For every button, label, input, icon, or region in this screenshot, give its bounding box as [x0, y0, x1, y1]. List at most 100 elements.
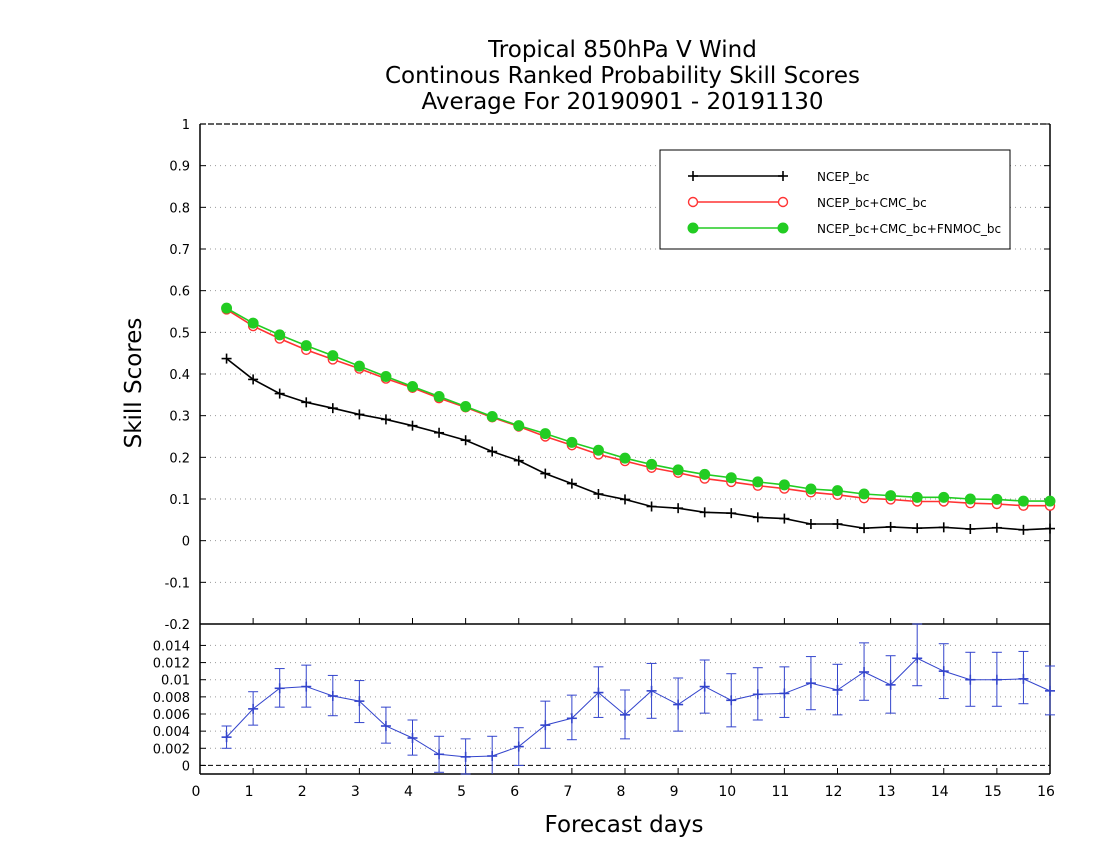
difference-point — [620, 709, 630, 720]
difference-point — [460, 751, 471, 762]
bottom-y-tick-label: 0.014 — [153, 639, 190, 654]
difference-line — [226, 657, 1051, 758]
top-y-tick-label: 1 — [182, 118, 190, 133]
bottom-panel-series — [221, 623, 1055, 775]
x-tick-label: 11 — [771, 784, 789, 800]
top-y-tick-label: 0.3 — [169, 410, 190, 425]
series-2-point — [938, 491, 950, 503]
difference-point — [726, 695, 737, 706]
difference-point — [407, 733, 418, 743]
series-0-point — [912, 523, 923, 534]
series-0-point — [646, 501, 657, 512]
top-y-tick-label: 0.6 — [169, 285, 190, 300]
x-tick-label: 5 — [457, 784, 466, 800]
series-0-point — [805, 519, 816, 529]
legend-box — [659, 149, 1011, 250]
series-0-point — [726, 508, 737, 519]
x-tick-label: 0 — [192, 784, 201, 800]
legend-label-1: NCEP_bc+CMC_bc — [817, 196, 927, 210]
top-y-tick-label: 0.7 — [169, 243, 190, 258]
difference-point — [566, 713, 577, 724]
difference-point — [221, 732, 232, 743]
top-y-tick-label: 0.1 — [169, 493, 190, 508]
legend: NCEP_bc NCEP_bc+CMC_bc NCEP_bc+CMC_bc+FNMO… — [659, 149, 1011, 250]
series-2-point — [539, 428, 551, 440]
difference-point — [805, 678, 816, 689]
difference-point — [1045, 685, 1055, 696]
x-tick-label: 14 — [931, 784, 949, 800]
x-tick-label: 1 — [245, 784, 254, 800]
x-tick-label: 7 — [563, 784, 572, 800]
bottom-y-tick-label: 0.006 — [153, 708, 190, 723]
series-2-point — [911, 491, 923, 503]
chart-title-line-2: Continous Ranked Probability Skill Score… — [384, 63, 861, 89]
series-0-point — [620, 494, 630, 505]
difference-point — [354, 696, 365, 707]
series-0-point — [380, 414, 391, 425]
difference-point — [327, 691, 338, 701]
legend-marker-left-0 — [688, 171, 698, 181]
series-0-point — [460, 435, 471, 446]
series-line-2 — [226, 307, 1050, 502]
series-0-point — [1045, 523, 1055, 534]
series-2-point — [778, 479, 790, 491]
series-2-point — [885, 490, 897, 502]
series-0-point — [513, 455, 524, 466]
series-2-point — [858, 488, 870, 500]
legend-marker-left-2 — [687, 222, 699, 234]
series-2-point — [619, 452, 631, 464]
series-0-point — [938, 522, 949, 533]
x-tick-label: 9 — [670, 784, 679, 800]
x-tick-label: 10 — [718, 784, 736, 800]
bottom-y-tick-label: 0.01 — [161, 674, 190, 689]
top-y-tick-label: 0.2 — [169, 451, 190, 466]
x-axis-label: Forecast days — [545, 812, 704, 838]
difference-point — [779, 688, 790, 699]
series-2-point — [1044, 495, 1056, 507]
series-2-point — [221, 302, 233, 314]
series-0-point — [885, 521, 896, 532]
difference-point — [859, 667, 870, 677]
series-2-point — [513, 420, 525, 432]
series-0-point — [699, 507, 710, 518]
series-2-point — [274, 329, 286, 341]
bottom-y-tick-label: 0.012 — [153, 657, 190, 672]
x-tick-label: 8 — [617, 784, 626, 800]
series-2-point — [300, 340, 312, 352]
top-y-tick-label: 0.5 — [169, 326, 190, 341]
series-2-point — [725, 472, 737, 484]
top-y-tick-label: -0.2 — [165, 618, 190, 633]
series-2-point — [460, 401, 472, 412]
series-2-point — [407, 381, 418, 392]
series-2-point — [566, 436, 578, 448]
series-2-point — [353, 360, 365, 372]
series-0-point — [327, 403, 338, 414]
series-0-point — [487, 446, 498, 457]
series-2-point — [1017, 495, 1029, 507]
series-2-point — [646, 458, 658, 470]
difference-point — [752, 689, 763, 700]
difference-point — [301, 681, 312, 692]
difference-point — [699, 681, 710, 692]
y-axis-label: Skill Scores — [121, 318, 147, 449]
top-panel-axes: -0.2 -0.1 0 0.1 0.2 0.3 0.4 0.5 0.6 0.7 0.8 0.9 1 — [165, 118, 1051, 774]
x-tick-label: 13 — [878, 784, 896, 800]
series-line-0 — [226, 357, 1051, 531]
difference-point — [434, 749, 445, 760]
difference-point — [593, 687, 604, 698]
difference-point — [380, 721, 391, 731]
legend-marker-right-1 — [777, 196, 789, 208]
difference-point — [646, 685, 657, 696]
series-2-point — [752, 476, 764, 488]
series-0-point — [566, 478, 577, 489]
bottom-y-tick-label: 0 — [182, 759, 190, 774]
x-tick-label: 3 — [351, 784, 360, 800]
legend-marker-right-0 — [778, 171, 788, 181]
x-tick-label: 6 — [510, 784, 519, 800]
series-2-point — [592, 444, 604, 456]
series-2-point — [433, 391, 445, 402]
difference-point — [991, 674, 1002, 685]
x-tick-label: 15 — [984, 784, 1002, 800]
